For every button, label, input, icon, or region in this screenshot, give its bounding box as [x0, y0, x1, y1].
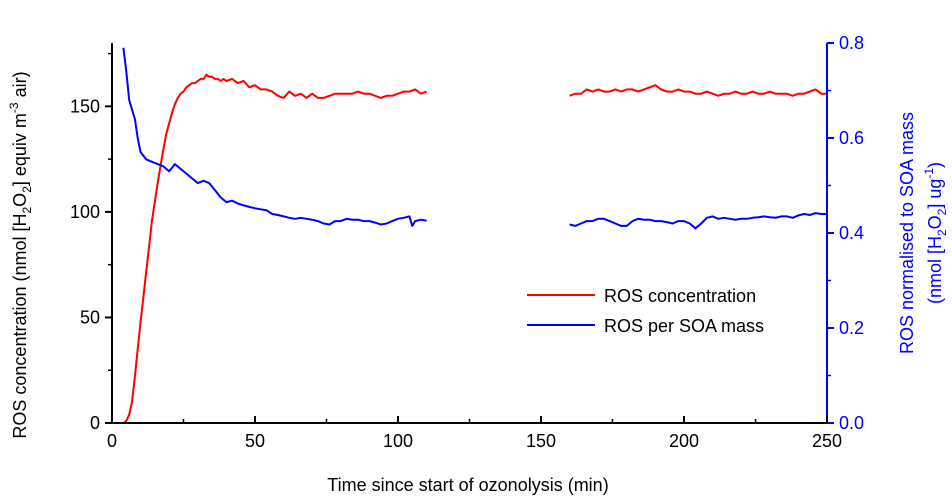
x-tick-label: 50 [245, 431, 265, 451]
legend: ROS concentration ROS per SOA mass [527, 286, 764, 336]
y-left-tick-label: 50 [80, 307, 100, 327]
y-left-tick-label: 0 [90, 413, 100, 433]
ros-per-soa-mass-line-segment-0 [122, 47, 427, 227]
y-right-tick-label: 0.4 [839, 223, 864, 243]
x-tick-label: 250 [812, 431, 842, 451]
y-right-ticks: 0.0 0.2 0.4 0.6 0.8 [827, 33, 864, 433]
y-right-tick-label: 0.8 [839, 33, 864, 53]
legend-label-ros-concentration: ROS concentration [604, 286, 756, 306]
y-left-axis-title: ROS concentration (nmol [H2O2] equiv m-3… [7, 71, 34, 438]
y-left-ticks: 0 50 100 150 [70, 52, 112, 433]
y-right-axis-title-line1: ROS normalised to SOA mass [897, 112, 917, 354]
x-tick-label: 150 [526, 431, 556, 451]
y-right-axis-title-line2: (nmol [H2O2] ug-1) [922, 162, 949, 304]
legend-label-ros-per-soa-mass: ROS per SOA mass [604, 316, 764, 336]
ros-concentration-line-segment-1 [569, 84, 827, 97]
y-left-tick-label: 100 [70, 202, 100, 222]
x-tick-label: 0 [107, 431, 117, 451]
ros-per-soa-mass-series [122, 47, 827, 230]
x-ticks: 0 50 100 150 200 250 [107, 416, 842, 451]
y-right-tick-label: 0.2 [839, 318, 864, 338]
y-right-tick-label: 0.0 [839, 413, 864, 433]
ros-concentration-line-segment-0 [120, 73, 427, 424]
y-left-tick-label: 150 [70, 96, 100, 116]
ros-per-soa-mass-line-segment-1 [569, 212, 827, 230]
x-tick-label: 200 [669, 431, 699, 451]
y-right-tick-label: 0.6 [839, 128, 864, 148]
x-axis-title: Time since start of ozonolysis (min) [327, 475, 608, 495]
x-tick-label: 100 [383, 431, 413, 451]
ros-concentration-series [120, 73, 827, 424]
